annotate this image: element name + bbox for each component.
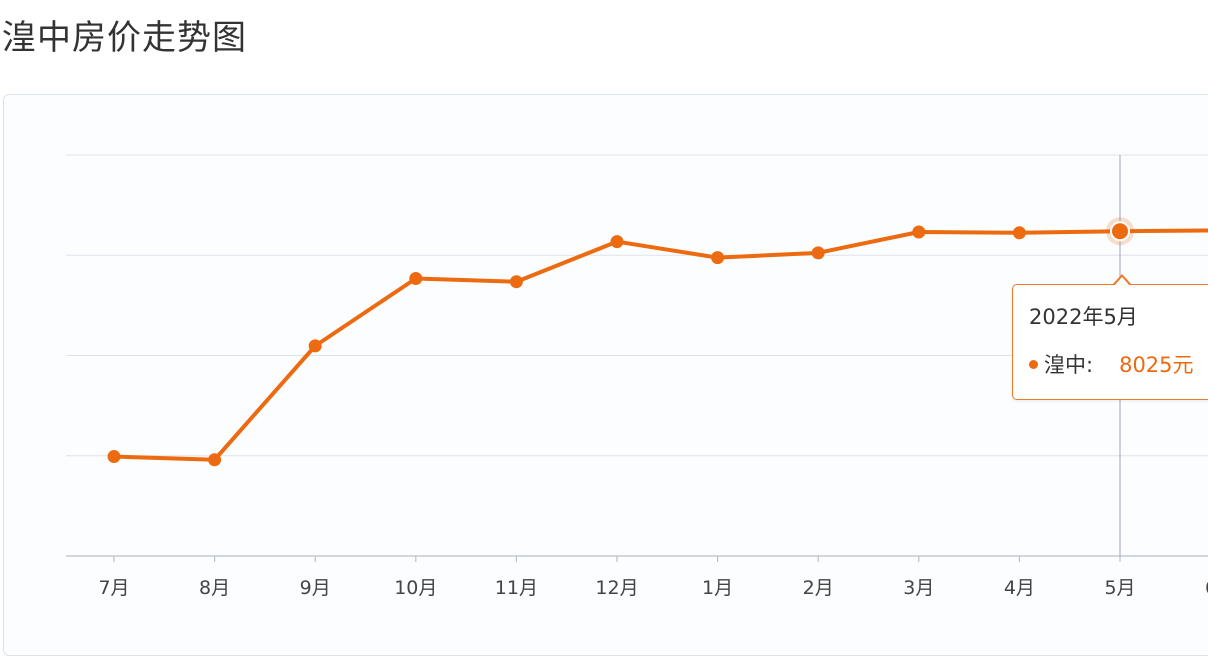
data-point: [510, 275, 523, 288]
x-tick-label: 4月: [1004, 577, 1035, 599]
data-point: [1013, 226, 1026, 239]
data-point: [309, 339, 322, 352]
x-tick-label: 12月: [595, 577, 638, 599]
series-dot-icon: [1029, 360, 1038, 369]
data-point: [409, 272, 422, 285]
data-point: [912, 225, 925, 238]
x-tick-label: 2月: [803, 577, 834, 599]
x-tick-label: 3月: [903, 577, 934, 599]
data-point: [812, 246, 825, 259]
tooltip: 2022年5月 湟中: 8025元: [1012, 284, 1208, 400]
x-tick-label: 10月: [394, 577, 437, 599]
data-point: [108, 450, 121, 463]
tooltip-row: 湟中: 8025元: [1029, 349, 1194, 379]
page-title: 湟中房价走势图: [2, 14, 247, 62]
data-point: [208, 453, 221, 466]
data-point: [711, 251, 724, 264]
x-tick-label: 1月: [702, 577, 733, 599]
x-tick-label: 11月: [495, 577, 538, 599]
tooltip-title: 2022年5月: [1029, 301, 1138, 331]
x-tick-label: 7月: [98, 577, 129, 599]
x-tick-label: 5月: [1104, 577, 1135, 599]
tooltip-series-name: 湟中:: [1044, 353, 1093, 377]
tooltip-value: 8025元: [1119, 353, 1193, 377]
x-tick-label: 8月: [199, 577, 230, 599]
tooltip-pointer-inner: [1114, 277, 1130, 286]
data-point-active: [1111, 222, 1129, 240]
x-tick-label: 9月: [300, 577, 331, 599]
data-point: [611, 235, 624, 248]
